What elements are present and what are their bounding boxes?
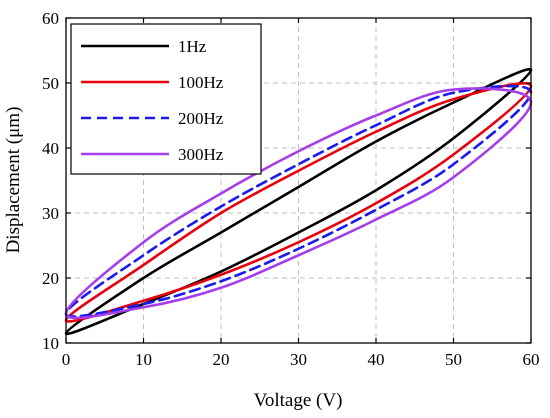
legend: 1Hz 100Hz 200Hz 300Hz xyxy=(70,23,262,175)
x-tick-label: 30 xyxy=(290,350,307,369)
legend-entry-label: 1Hz xyxy=(178,37,207,56)
x-tick-label: 0 xyxy=(62,350,71,369)
y-tick-label: 10 xyxy=(42,334,59,353)
y-tick-label: 20 xyxy=(42,269,59,288)
y-tick-label: 50 xyxy=(42,74,59,93)
x-tick-label: 60 xyxy=(523,350,540,369)
y-tick-label: 30 xyxy=(42,204,59,223)
y-axis-label: Displacement (μm) xyxy=(3,107,24,254)
x-axis-label: Voltage (V) xyxy=(254,390,343,411)
legend-entry-label: 200Hz xyxy=(178,109,224,128)
legend-box xyxy=(70,23,262,175)
x-tick-label: 40 xyxy=(368,350,385,369)
y-tick-label: 40 xyxy=(42,139,59,158)
x-tick-label: 20 xyxy=(213,350,230,369)
x-tick-label: 50 xyxy=(445,350,462,369)
x-tick-label: 10 xyxy=(135,350,152,369)
legend-entry-label: 100Hz xyxy=(178,73,224,92)
legend-entry-label: 300Hz xyxy=(178,145,224,164)
y-tick-label: 60 xyxy=(42,9,59,28)
